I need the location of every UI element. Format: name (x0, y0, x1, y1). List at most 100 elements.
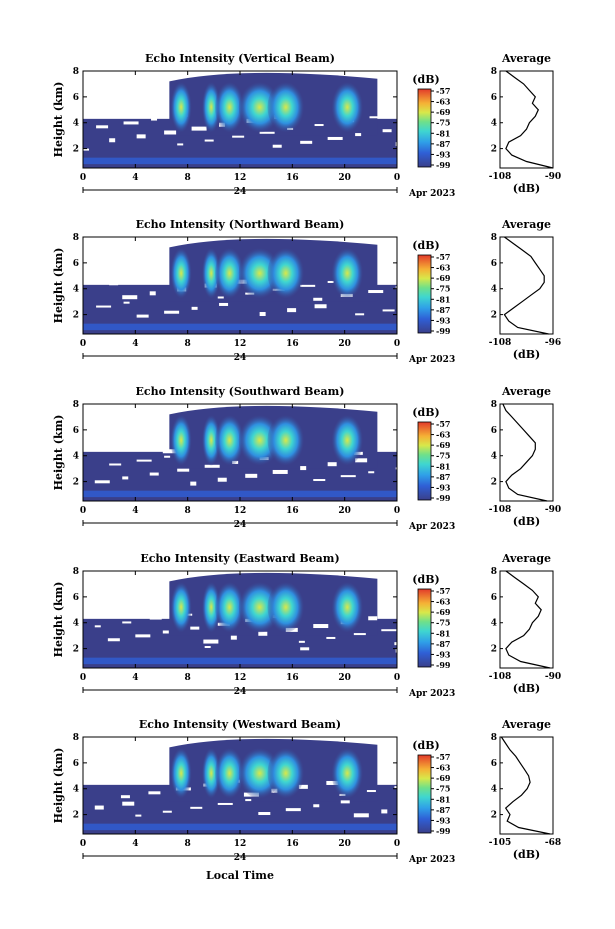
colorbar-tick-label: -69 (436, 273, 451, 283)
colorbar-tick-label: -75 (436, 118, 450, 128)
x-tick-label: 20 (338, 339, 351, 349)
profile-x-tick-label: -108 (489, 505, 512, 515)
colorbar-tick-label: -75 (436, 451, 450, 461)
heatmap-gap (313, 297, 323, 301)
colorbar (417, 421, 432, 501)
panel-3: Echo Intensity (Eastward Beam) 0 4 8 12 16 20 0… (52, 552, 561, 699)
heatmap-gap (123, 121, 139, 125)
profile-y-tick-label: 8 (491, 233, 497, 243)
heatmap-gap (94, 805, 104, 810)
x-tick-label: 0 (80, 173, 86, 183)
heatmap-plume (170, 747, 192, 799)
heatmap-gap (177, 143, 184, 146)
heatmap-gap (83, 148, 89, 151)
colorbar-title: (dB) (412, 73, 439, 86)
profile-line (505, 570, 551, 669)
heatmap-plume (215, 247, 244, 299)
profile-y-tick-label: 6 (491, 593, 497, 603)
profile-x-tick-label: -96 (545, 338, 561, 348)
colorbar-tick-label: -99 (436, 326, 451, 336)
heatmap-gap (109, 138, 116, 143)
profile-x-tick-label: -105 (489, 838, 512, 848)
colorbar-tick-label: -81 (436, 628, 450, 638)
heatmap-plume (331, 414, 363, 466)
profile-frame (499, 403, 554, 502)
y-tick-label: 4 (73, 619, 79, 629)
heatmap (83, 71, 397, 168)
profile-x-tick-label: -90 (545, 672, 561, 682)
heatmap-gap (259, 131, 275, 134)
colorbar-tick-label: -75 (436, 784, 450, 794)
heatmap-gap (340, 800, 350, 804)
y-tick-label: 2 (73, 811, 79, 821)
heatmap-plume (202, 414, 221, 466)
x-tick-label: 12 (234, 506, 247, 516)
heatmap-gap (122, 621, 132, 624)
colorbar-tick-label: -69 (436, 607, 451, 617)
heatmap-gap (204, 464, 220, 468)
heatmap-gap (326, 636, 336, 639)
heatmap-gap (355, 313, 365, 316)
heatmap-gap (314, 124, 324, 127)
profile-y-tick-label: 4 (491, 285, 497, 295)
colorbar-tick-label: -99 (436, 493, 451, 503)
heatmap-plume (331, 247, 363, 299)
date-label: Apr 2023 (408, 189, 455, 199)
x-tick-label: 0 (80, 839, 86, 849)
profile-y-tick-label: 2 (491, 145, 497, 155)
x-tick-label: 20 (338, 506, 351, 516)
x-tick-label: 12 (234, 173, 247, 183)
panel-0: Echo Intensity (Vertical Beam) 0 4 8 12 16 20 0… (52, 52, 561, 199)
colorbar-tick-label: -99 (436, 826, 451, 836)
x-tick-label: 16 (286, 339, 299, 349)
x-tick-label: 8 (185, 839, 191, 849)
y-tick-label: 2 (73, 645, 79, 655)
colorbar-tick-label: -63 (436, 263, 451, 273)
heatmap-gap (190, 806, 203, 809)
heatmap (83, 737, 397, 834)
heatmap-gap (300, 647, 310, 651)
x-tick-label: 8 (185, 506, 191, 516)
heatmap-plume (267, 247, 305, 299)
colorbar-tick-label: -87 (436, 139, 450, 149)
panel-title: Echo Intensity (Southward Beam) (136, 385, 345, 398)
heatmap-gap (368, 471, 375, 474)
x-tick-label: 0 (394, 839, 400, 849)
colorbar-tick-label: -93 (436, 815, 451, 825)
day-label: 24 (234, 687, 247, 697)
y-tick-label: 8 (73, 67, 79, 77)
y-axis-label: Height (km) (52, 748, 65, 824)
colorbar-tick-label: -75 (436, 284, 450, 294)
y-tick-label: 6 (73, 259, 79, 269)
profile-xlabel: (dB) (513, 848, 540, 861)
profile-xlabel: (dB) (513, 182, 540, 195)
heatmap-gap (395, 286, 397, 290)
y-tick-label: 2 (73, 145, 79, 155)
heatmap-gap (122, 295, 138, 300)
y-tick-label: 6 (73, 759, 79, 769)
heatmap-gap (109, 463, 122, 466)
profile-y-tick-label: 4 (491, 119, 497, 129)
x-tick-label: 4 (132, 173, 138, 183)
heatmap-gap (136, 459, 152, 462)
x-tick-label: 12 (234, 339, 247, 349)
y-tick-label: 6 (73, 426, 79, 436)
heatmap-gap (217, 296, 224, 299)
heatmap-gap (381, 629, 397, 632)
heatmap-gap (190, 481, 197, 486)
heatmap-gap (313, 479, 326, 482)
profile-x-tick-label: -68 (545, 838, 561, 848)
heatmap-gap (136, 134, 146, 139)
x-tick-label: 0 (80, 339, 86, 349)
profile-y-tick-label: 4 (491, 452, 497, 462)
heatmap-gap (96, 305, 112, 308)
heatmap-gap (395, 467, 397, 470)
heatmap-gap (109, 282, 119, 286)
heatmap-gap (314, 304, 327, 309)
heatmap-gap (164, 130, 177, 135)
heatmap-gap (149, 472, 159, 476)
heatmap-gap (326, 780, 339, 785)
heatmap-gap (313, 804, 320, 808)
date-label: Apr 2023 (408, 689, 455, 699)
